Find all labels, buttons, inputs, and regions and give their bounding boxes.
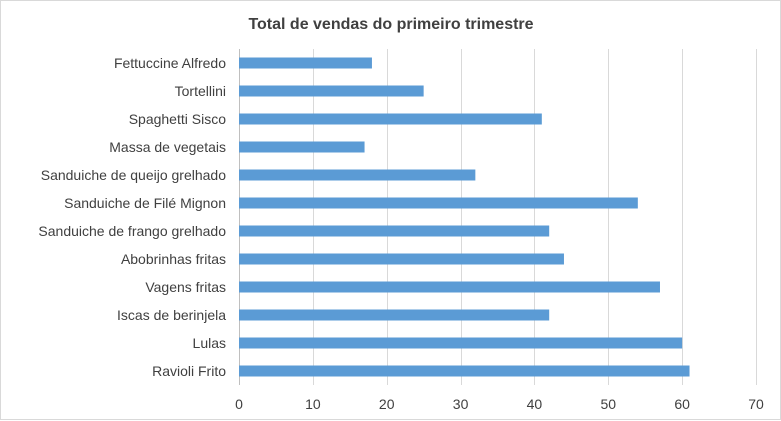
gridlines (239, 49, 757, 385)
x-axis-ticks: 0 10 20 30 40 50 60 70 (235, 396, 764, 412)
x-tick-label: 60 (674, 396, 690, 412)
x-tick-label: 50 (600, 396, 616, 412)
category-label: Massa de vegetais (109, 139, 226, 155)
x-tick-label: 40 (527, 396, 543, 412)
category-label: Tortellini (175, 83, 226, 99)
bar (239, 169, 476, 181)
x-tick-label: 70 (748, 396, 764, 412)
bar (239, 57, 372, 69)
category-label: Vagens fritas (145, 279, 226, 295)
bar (239, 197, 638, 209)
category-label: Sanduiche de frango grelhado (38, 223, 226, 239)
bars (239, 57, 690, 377)
x-tick-label: 20 (379, 396, 395, 412)
bar (239, 141, 365, 153)
bar (239, 337, 683, 349)
category-label: Iscas de berinjela (117, 307, 226, 323)
bar (239, 365, 690, 377)
category-label: Sanduiche de Filé Mignon (64, 195, 226, 211)
bar (239, 113, 542, 125)
category-labels: Fettuccine Alfredo Tortellini Spaghetti Si… (38, 55, 226, 379)
category-label: Fettuccine Alfredo (114, 55, 226, 71)
bar (239, 225, 550, 237)
category-label: Lulas (193, 335, 226, 351)
bar (239, 309, 550, 321)
chart-title: Total de vendas do primeiro trimestre (248, 16, 533, 33)
x-tick-label: 30 (453, 396, 469, 412)
bar (239, 253, 564, 265)
category-label: Abobrinhas fritas (121, 251, 226, 267)
category-label: Ravioli Frito (152, 363, 226, 379)
x-tick-label: 10 (305, 396, 321, 412)
category-label: Spaghetti Sisco (129, 111, 226, 127)
bar (239, 281, 660, 293)
bar (239, 85, 424, 97)
category-label: Sanduiche de queijo grelhado (41, 167, 226, 183)
x-tick-label: 0 (235, 396, 243, 412)
